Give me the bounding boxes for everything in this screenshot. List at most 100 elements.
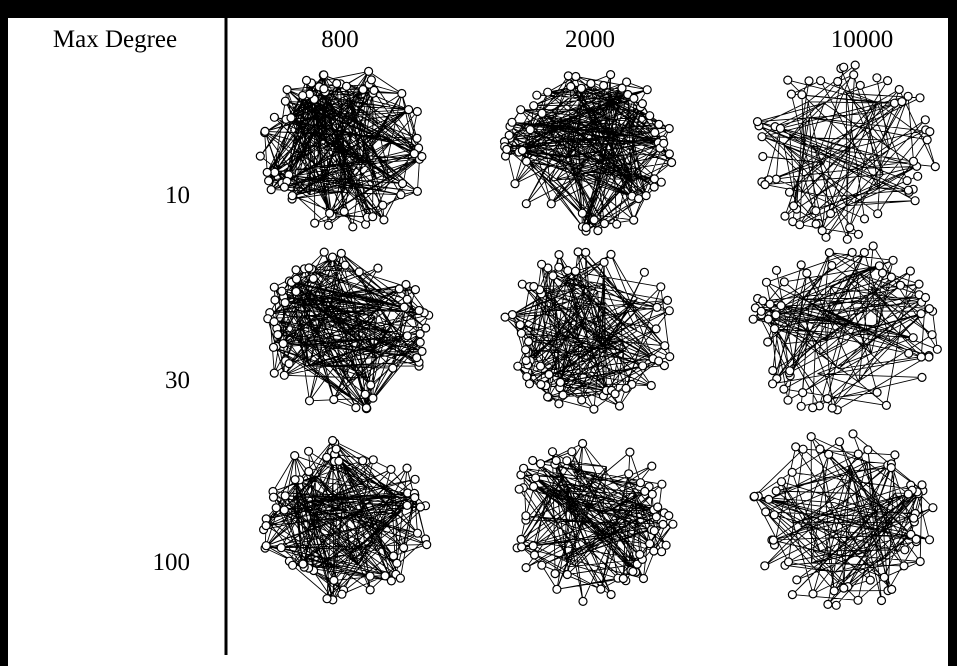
node [516, 542, 527, 552]
node [915, 93, 925, 103]
node [894, 84, 904, 95]
node [329, 394, 339, 405]
node [273, 330, 283, 340]
node [806, 432, 816, 442]
node [897, 96, 907, 107]
node [779, 384, 789, 394]
node [386, 576, 396, 586]
node [581, 222, 591, 233]
node [606, 249, 616, 259]
node [365, 571, 375, 581]
node [656, 547, 667, 557]
node [291, 286, 301, 297]
node [360, 389, 370, 399]
node [783, 557, 794, 567]
node [554, 250, 564, 260]
node [280, 96, 290, 106]
node [649, 526, 659, 536]
node [570, 266, 581, 276]
node [368, 212, 378, 222]
node [621, 383, 631, 393]
node [414, 305, 424, 316]
node [821, 232, 831, 242]
node [261, 541, 271, 551]
node [639, 267, 650, 277]
node [554, 399, 564, 409]
node [760, 561, 770, 571]
node [270, 295, 280, 305]
node [599, 257, 609, 267]
node [808, 403, 818, 413]
node [633, 194, 644, 204]
node [876, 595, 887, 606]
node [319, 247, 329, 257]
node [853, 229, 864, 239]
node [415, 329, 425, 339]
node [886, 272, 897, 282]
node [872, 73, 882, 83]
node [614, 401, 625, 411]
node [358, 84, 368, 95]
node [412, 133, 422, 143]
node [827, 260, 837, 271]
node [610, 389, 620, 399]
node [368, 393, 378, 403]
node [304, 396, 315, 406]
node [380, 571, 390, 581]
node [913, 171, 923, 181]
node [771, 265, 782, 275]
node [855, 80, 865, 91]
node [908, 156, 919, 166]
node [521, 511, 531, 521]
node [301, 75, 312, 86]
node [617, 83, 627, 93]
node [536, 379, 546, 390]
node [661, 540, 671, 550]
node [785, 366, 795, 376]
node [645, 539, 655, 549]
node [269, 368, 279, 378]
node [767, 379, 778, 389]
node [577, 208, 588, 218]
node [635, 549, 645, 560]
node [624, 469, 634, 479]
node [510, 179, 520, 189]
node [518, 463, 529, 473]
node [771, 486, 781, 496]
node [504, 130, 514, 140]
node [542, 392, 553, 402]
node [278, 339, 288, 349]
node [550, 568, 560, 579]
node [366, 380, 376, 390]
node [537, 108, 547, 118]
node [279, 505, 289, 515]
node [268, 492, 279, 502]
node [887, 584, 897, 595]
node [881, 400, 892, 410]
node [917, 480, 927, 490]
node [845, 223, 855, 233]
node [260, 126, 270, 136]
node [322, 594, 332, 604]
node [771, 310, 781, 320]
node [640, 486, 650, 496]
node [886, 463, 896, 473]
node [524, 379, 535, 389]
node [563, 265, 573, 276]
node [827, 403, 837, 413]
node [664, 510, 674, 521]
node [749, 491, 760, 501]
node [537, 560, 547, 570]
node [664, 149, 675, 159]
node [824, 449, 834, 459]
node [839, 62, 849, 72]
node [779, 277, 789, 287]
node [924, 304, 935, 314]
node [647, 461, 657, 471]
node [847, 247, 857, 258]
node [593, 226, 603, 236]
node [780, 211, 790, 221]
node [269, 112, 279, 122]
node [769, 324, 780, 334]
node [654, 119, 664, 130]
